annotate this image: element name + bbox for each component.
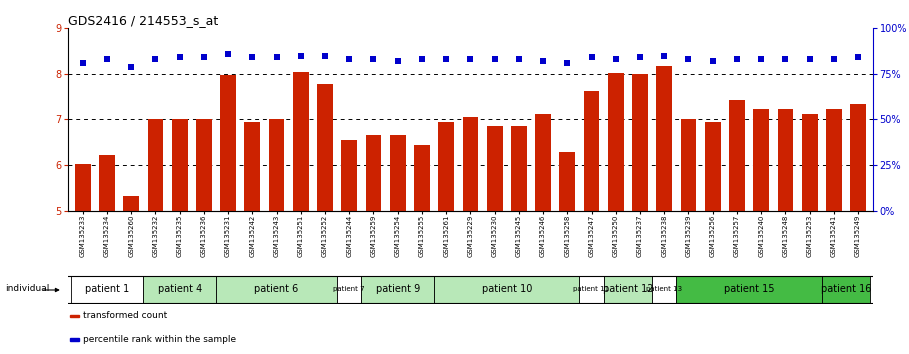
- Bar: [656, 66, 672, 211]
- Bar: [559, 152, 575, 211]
- Bar: [704, 122, 721, 211]
- FancyBboxPatch shape: [435, 276, 579, 303]
- Bar: [70, 315, 79, 317]
- Text: patient 7: patient 7: [334, 286, 365, 292]
- Bar: [632, 74, 648, 211]
- Text: patient 16: patient 16: [821, 284, 871, 294]
- Text: patient 4: patient 4: [157, 284, 202, 294]
- FancyBboxPatch shape: [337, 276, 362, 303]
- Bar: [826, 109, 842, 211]
- Text: patient 10: patient 10: [482, 284, 532, 294]
- Text: transformed count: transformed count: [84, 312, 167, 320]
- Text: individual: individual: [5, 284, 50, 293]
- Bar: [802, 114, 817, 211]
- Text: patient 15: patient 15: [724, 284, 774, 294]
- Bar: [438, 122, 454, 211]
- Bar: [754, 109, 769, 211]
- Text: percentile rank within the sample: percentile rank within the sample: [84, 335, 236, 344]
- Bar: [608, 73, 624, 211]
- Text: patient 11: patient 11: [574, 286, 610, 292]
- Bar: [317, 84, 333, 211]
- Bar: [99, 155, 115, 211]
- FancyBboxPatch shape: [652, 276, 676, 303]
- FancyBboxPatch shape: [71, 276, 144, 303]
- Text: GDS2416 / 214553_s_at: GDS2416 / 214553_s_at: [68, 14, 218, 27]
- FancyBboxPatch shape: [676, 276, 822, 303]
- FancyBboxPatch shape: [144, 276, 216, 303]
- FancyBboxPatch shape: [604, 276, 652, 303]
- Bar: [124, 196, 139, 211]
- Bar: [70, 338, 79, 341]
- Bar: [342, 140, 357, 211]
- Bar: [777, 109, 794, 211]
- Bar: [535, 114, 551, 211]
- FancyBboxPatch shape: [216, 276, 337, 303]
- Bar: [293, 72, 309, 211]
- Bar: [511, 126, 526, 211]
- Text: patient 1: patient 1: [85, 284, 129, 294]
- Bar: [172, 120, 187, 211]
- Text: patient 13: patient 13: [646, 286, 683, 292]
- Text: patient 12: patient 12: [603, 284, 654, 294]
- Text: patient 6: patient 6: [255, 284, 299, 294]
- Bar: [463, 117, 478, 211]
- Bar: [220, 75, 236, 211]
- Bar: [365, 136, 382, 211]
- Bar: [245, 122, 260, 211]
- FancyBboxPatch shape: [822, 276, 870, 303]
- Bar: [584, 91, 599, 211]
- Bar: [147, 120, 164, 211]
- Bar: [681, 120, 696, 211]
- Bar: [415, 144, 430, 211]
- Bar: [486, 126, 503, 211]
- Text: patient 9: patient 9: [375, 284, 420, 294]
- FancyBboxPatch shape: [362, 276, 435, 303]
- FancyBboxPatch shape: [579, 276, 604, 303]
- Bar: [729, 100, 744, 211]
- Bar: [269, 120, 285, 211]
- Bar: [75, 164, 91, 211]
- Bar: [196, 120, 212, 211]
- Bar: [390, 136, 405, 211]
- Bar: [850, 103, 866, 211]
